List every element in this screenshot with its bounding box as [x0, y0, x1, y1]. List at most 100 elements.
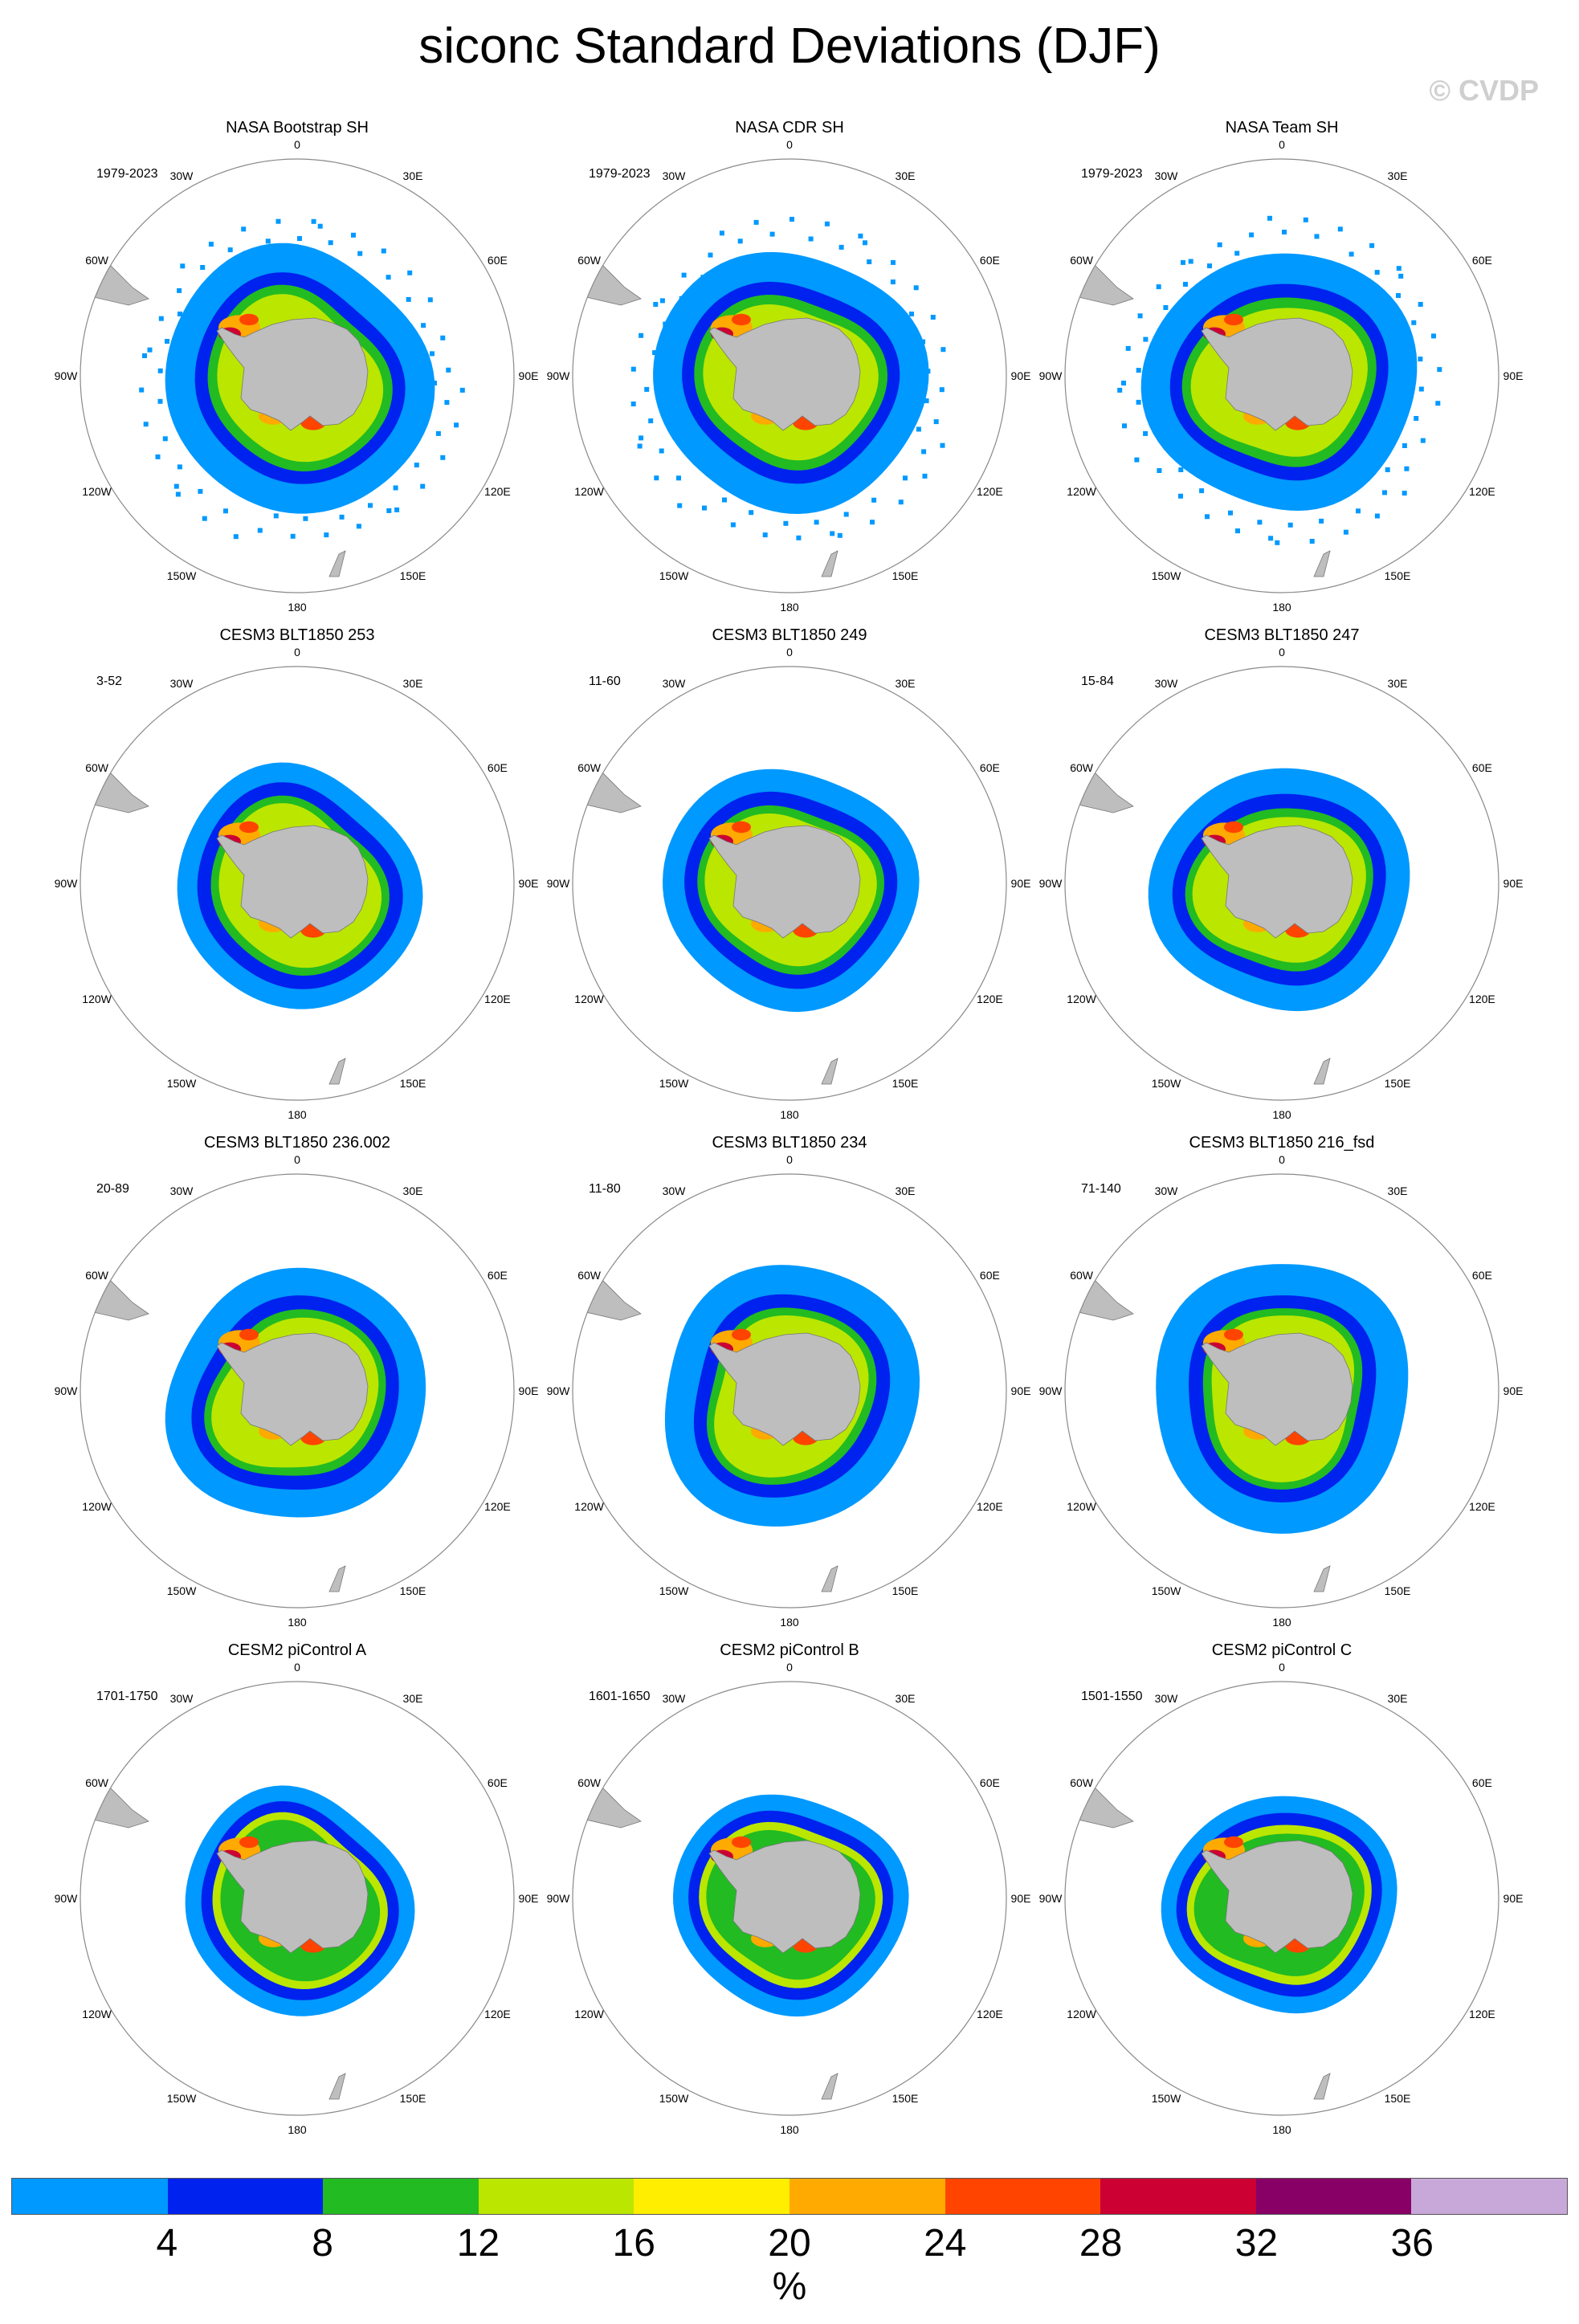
longitude-label: 60E: [979, 1776, 1000, 1789]
colorbar-swatch: [167, 2179, 324, 2214]
longitude-label: 90E: [1503, 1384, 1524, 1397]
sea-ice-speckle: [440, 335, 446, 340]
high-variability-patch: [732, 1836, 751, 1849]
sea-ice-speckle: [317, 223, 323, 229]
sea-ice-speckle: [1249, 232, 1255, 238]
sea-ice-speckle: [407, 270, 413, 275]
longitude-label: 120W: [574, 2008, 604, 2020]
sea-ice-speckle: [909, 312, 914, 316]
longitude-label: 60W: [577, 761, 601, 774]
sea-ice-speckle: [202, 516, 207, 521]
polar-map: [80, 1173, 515, 1608]
sea-ice-speckle: [444, 400, 450, 406]
map-boundary-circle: [1064, 666, 1499, 1101]
sea-ice-speckle: [1205, 514, 1210, 520]
sea-ice-speckle: [939, 387, 945, 393]
sea-ice-speckle: [708, 252, 713, 258]
sea-ice-speckle: [157, 368, 163, 373]
longitude-label: 180: [1272, 1616, 1291, 1629]
sea-ice-speckle: [858, 233, 863, 239]
longitude-label: 120E: [977, 993, 1003, 1005]
map-panel: CESM3 BLT1850 236.002 20-89 0 30E 60E 90E 120E…: [55, 1134, 539, 1640]
sea-ice-speckle: [737, 239, 743, 244]
sea-ice-speckle: [180, 263, 186, 269]
longitude-label: 150E: [1384, 569, 1411, 583]
longitude-label: 150E: [399, 1584, 426, 1598]
sea-ice-speckle: [1437, 367, 1442, 373]
longitude-label: 60W: [85, 761, 108, 774]
longitude-label: 30E: [402, 169, 423, 182]
high-variability-patch: [1224, 313, 1243, 326]
longitude-label: 150E: [399, 569, 426, 583]
panel-title: CESM2 piControl C: [1211, 1641, 1353, 1659]
sea-ice-speckle: [1402, 443, 1407, 448]
high-variability-patch: [732, 821, 751, 834]
sea-ice-speckle: [257, 528, 263, 533]
colorbar-swatch: [323, 2179, 479, 2214]
sea-ice-speckle: [871, 497, 877, 503]
longitude-label: 0: [1279, 1661, 1285, 1674]
longitude-label: 0: [786, 138, 793, 151]
longitude-label: 30E: [895, 1691, 916, 1705]
sea-ice-speckle: [769, 231, 775, 237]
longitude-label: 60W: [85, 1269, 108, 1282]
sea-ice-speckle: [420, 483, 426, 489]
high-variability-patch: [1224, 1836, 1243, 1849]
longitude-label: 60E: [487, 1269, 508, 1282]
map-panel: CESM2 piControl A 1701-1750 0 30E 60E 90E 120E…: [55, 1641, 539, 2147]
longitude-label: 90E: [518, 1384, 539, 1397]
map-content: [80, 1267, 426, 1592]
new-zealand-landmass: [1313, 1565, 1331, 1592]
longitude-label: 60W: [85, 1776, 108, 1789]
colorbar-swatch: [634, 2179, 790, 2214]
longitude-label: 120W: [574, 485, 604, 498]
longitude-label: 180: [780, 1108, 799, 1121]
longitude-label: 60W: [1070, 1776, 1093, 1789]
high-variability-patch: [239, 1836, 259, 1849]
sea-ice-speckle: [808, 236, 814, 242]
sea-ice-speckle: [749, 510, 754, 516]
longitude-label: 120E: [1469, 2008, 1495, 2020]
polar-map: [1064, 158, 1499, 593]
new-zealand-landmass: [821, 2073, 838, 2100]
sea-ice-speckle: [173, 483, 179, 489]
longitude-label: 180: [780, 601, 799, 614]
longitude-label: 150W: [1151, 1077, 1181, 1091]
colorbar-swatch: [945, 2179, 1101, 2214]
sea-ice-speckle: [1228, 510, 1233, 516]
sea-ice-speckle: [1137, 313, 1143, 319]
panel-title: CESM2 piControl B: [720, 1641, 859, 1659]
map-boundary-circle: [572, 1681, 1007, 2116]
sea-ice-speckle: [427, 297, 433, 303]
colorbar-unit: %: [772, 2265, 807, 2308]
longitude-label: 60W: [577, 1269, 601, 1282]
sea-ice-speckle: [940, 442, 945, 448]
longitude-label: 120W: [1067, 485, 1096, 498]
polar-map: [572, 1681, 1007, 2116]
high-variability-patch: [732, 313, 751, 326]
longitude-label: 120W: [1067, 2008, 1096, 2020]
sea-ice-speckle: [177, 464, 182, 470]
sea-ice-speckle: [143, 422, 149, 427]
colorbar-tick: 4: [156, 2222, 178, 2265]
longitude-label: 90E: [1503, 877, 1524, 890]
longitude-label: 90W: [54, 877, 78, 890]
longitude-label: 180: [288, 601, 307, 614]
panel-period: 11-60: [589, 675, 621, 688]
longitude-label: 180: [1272, 601, 1291, 614]
colorbar-tick: 32: [1234, 2222, 1279, 2265]
sea-ice-speckle: [913, 285, 919, 291]
longitude-label: 30W: [169, 676, 194, 690]
sea-ice-speckle: [1404, 466, 1410, 471]
longitude-label: 120E: [977, 1500, 1003, 1513]
antarctica-landmass: [708, 1332, 861, 1446]
sea-ice-speckle: [930, 315, 936, 320]
south-america-landmass: [573, 1278, 642, 1321]
sea-ice-speckle: [659, 448, 664, 454]
sea-ice-speckle: [1382, 490, 1387, 495]
longitude-label: 120E: [484, 993, 511, 1005]
colorbar: [11, 2178, 1568, 2215]
sea-ice-speckle: [356, 524, 361, 529]
colorbar-swatch: [12, 2179, 168, 2214]
longitude-label: 30E: [1387, 1184, 1408, 1197]
